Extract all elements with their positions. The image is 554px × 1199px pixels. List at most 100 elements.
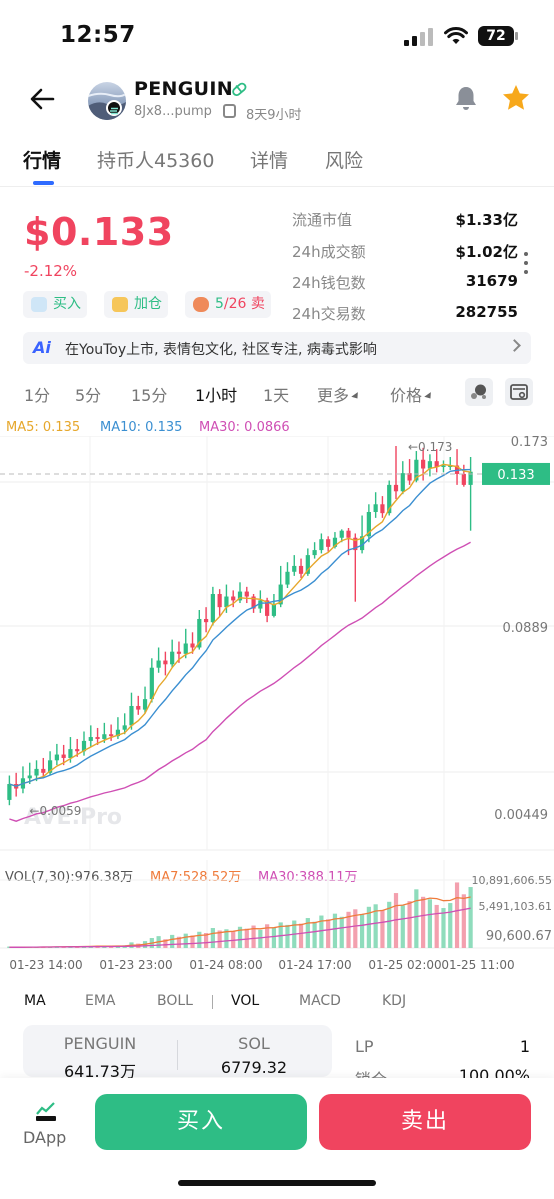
ai-summary-banner[interactable]: Ai 在YouToy上市, 表情包文化, 社区专注, 病毒式影响 xyxy=(23,332,531,364)
candle-body xyxy=(441,465,446,468)
timeframe-1d[interactable]: 1天 xyxy=(263,386,290,405)
token-age: 8天9小时 xyxy=(246,108,302,123)
candle-body xyxy=(88,737,93,741)
volume-bar xyxy=(312,921,317,948)
copy-icon[interactable] xyxy=(223,104,236,118)
chain-badge-icon xyxy=(106,100,122,116)
bubbles-icon xyxy=(471,384,486,399)
bell-icon[interactable] xyxy=(452,84,480,112)
volume-bar xyxy=(285,924,290,948)
price-mode-select[interactable]: 价格 xyxy=(390,382,434,406)
candle-body xyxy=(407,473,412,481)
candle-body xyxy=(27,775,32,779)
pool-divider xyxy=(177,1040,178,1070)
indicator-vol[interactable]: VOL xyxy=(231,993,260,1009)
candle-body xyxy=(305,555,310,574)
volume-bar xyxy=(387,901,392,948)
indicator-ema[interactable]: EMA xyxy=(85,993,116,1009)
candle-body xyxy=(95,737,100,739)
tab-details[interactable]: 详情 xyxy=(250,150,289,172)
volume-bar xyxy=(427,899,433,948)
timeframe-1m[interactable]: 1分 xyxy=(24,386,51,405)
tab-market[interactable]: 行情 xyxy=(23,150,62,172)
volume-bar xyxy=(217,930,222,948)
chart-settings-button[interactable] xyxy=(505,378,533,406)
tab-risk[interactable]: 风险 xyxy=(325,150,364,172)
active-tab-indicator xyxy=(33,181,54,185)
volume-bar xyxy=(353,909,358,948)
timeframe-1h[interactable]: 1小时 xyxy=(195,386,238,405)
timeframe-more-label: 更多 xyxy=(317,386,350,405)
dapp-label[interactable]: DApp xyxy=(23,1128,67,1147)
candle-body xyxy=(203,618,209,623)
sell-chip[interactable]: 5/26 卖 xyxy=(185,291,271,318)
candle-body xyxy=(47,760,53,773)
volume-bar xyxy=(414,889,419,948)
candle-body xyxy=(237,591,243,601)
battery-indicator: 72 xyxy=(478,26,514,46)
volume-axis-label: 90,600.67 xyxy=(486,929,552,944)
buy-button[interactable]: 买入 xyxy=(95,1094,307,1150)
candle-body xyxy=(319,539,324,551)
indicator-macd[interactable]: MACD xyxy=(299,993,341,1009)
timeframe-more[interactable]: 更多 xyxy=(317,382,361,406)
time-axis-label: 01-25 11:00 xyxy=(441,958,514,972)
time-axis-label: 01-25 02:00 xyxy=(368,958,441,972)
tab-holders[interactable]: 持币人45360 xyxy=(97,150,215,172)
indicator-boll[interactable]: BOLL xyxy=(157,993,193,1009)
timeframe-15m[interactable]: 15分 xyxy=(131,386,168,405)
volume-bar xyxy=(271,927,277,948)
volume-bar xyxy=(454,882,460,948)
volume-bar xyxy=(265,924,270,948)
volume-bar xyxy=(163,939,168,948)
tabs-divider xyxy=(0,186,554,187)
volume-bar xyxy=(448,903,453,948)
timeframe-5m[interactable]: 5分 xyxy=(75,386,102,405)
current-price-tag-bg xyxy=(482,462,550,485)
volume-chart[interactable]: 10,891,606.55 5,491,103.61 90,600.67 01-23 … xyxy=(0,860,554,980)
favorite-star-icon[interactable] xyxy=(500,82,532,114)
volume-bar xyxy=(380,909,385,948)
add-position-icon xyxy=(112,297,128,312)
money-bag-icon xyxy=(193,297,209,312)
ma10-legend: MA10: 0.135 xyxy=(100,420,183,435)
candlestick-chart[interactable]: AVE.Pro 0.173 0.0889 0.00449 0.133 ←0.173 ←0.0… xyxy=(0,436,554,856)
back-arrow-icon[interactable] xyxy=(28,86,56,112)
candle-body xyxy=(339,530,344,538)
candle-body xyxy=(393,484,399,492)
pill-tag-icon xyxy=(232,82,247,97)
dapp-icon[interactable] xyxy=(34,1100,58,1122)
sell-button[interactable]: 卖出 xyxy=(319,1094,531,1150)
candle-body xyxy=(102,734,107,739)
candle-body xyxy=(461,473,466,485)
ma30-legend: MA30: 0.0866 xyxy=(199,420,290,435)
indicator-kdj[interactable]: KDJ xyxy=(382,993,407,1009)
token-address[interactable]: 8Jx8...pump xyxy=(134,104,212,119)
more-vertical-icon[interactable] xyxy=(524,252,530,278)
volume-bar xyxy=(359,914,365,948)
candle-body xyxy=(7,784,12,800)
current-price-tag: 0.133 xyxy=(497,468,534,483)
price-change: -2.12% xyxy=(24,262,78,280)
volume-bar xyxy=(298,923,304,948)
candle-body xyxy=(122,725,127,730)
volume-axis-label: 5,491,103.61 xyxy=(479,900,552,913)
indicator-ma[interactable]: MA xyxy=(24,993,46,1009)
volume-ma7-legend: MA7:528.52万 xyxy=(150,870,242,885)
volume-axis-label: 10,891,606.55 xyxy=(472,874,552,887)
candle-body xyxy=(81,740,87,752)
candle-body xyxy=(359,536,365,551)
add-position-chip[interactable]: 加仓 xyxy=(104,291,168,318)
volume-bar xyxy=(373,904,378,948)
high-price-marker: ←0.173 xyxy=(408,440,452,454)
sell-chip-count: 5 xyxy=(215,296,224,312)
price-axis-label: 0.0889 xyxy=(503,621,549,636)
time-axis-label: 01-23 23:00 xyxy=(99,958,172,972)
indicator-toggle-button[interactable] xyxy=(465,378,493,406)
volume-bar xyxy=(203,933,209,948)
buy-chip[interactable]: 买入 xyxy=(23,291,87,318)
volume-bar xyxy=(237,926,243,948)
volume-bar xyxy=(346,911,351,948)
volume-bar xyxy=(190,935,195,948)
candle-body xyxy=(115,729,121,737)
